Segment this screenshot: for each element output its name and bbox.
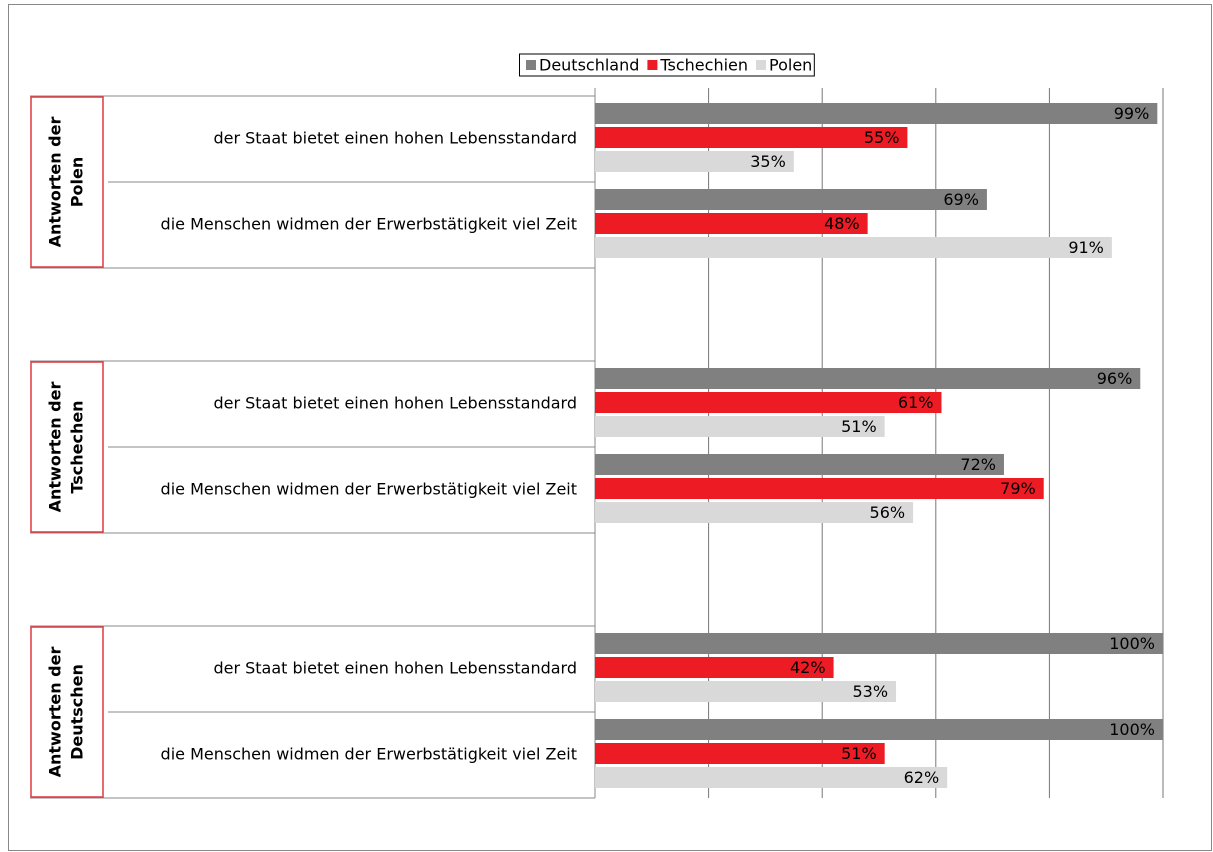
value-label: 51% bbox=[841, 417, 877, 436]
value-label: 72% bbox=[960, 455, 996, 474]
bar bbox=[595, 454, 1004, 475]
bar bbox=[595, 719, 1163, 740]
value-label: 99% bbox=[1114, 104, 1150, 123]
legend: Deutschland Tschechien Polen bbox=[519, 53, 815, 77]
group-label: Deutschen bbox=[68, 664, 87, 760]
bar bbox=[595, 237, 1112, 258]
value-label: 51% bbox=[841, 744, 877, 763]
group-label-box bbox=[30, 361, 104, 533]
bar bbox=[595, 633, 1163, 654]
bar bbox=[595, 103, 1158, 124]
category-label: die Menschen widmen der Erwerbstätigkeit… bbox=[161, 480, 577, 499]
group-label: Polen bbox=[68, 157, 87, 207]
bar bbox=[595, 681, 897, 702]
legend-swatch bbox=[647, 60, 658, 70]
bar bbox=[595, 189, 987, 210]
legend-swatch bbox=[756, 60, 767, 70]
category-label: die Menschen widmen der Erwerbstätigkeit… bbox=[161, 745, 577, 764]
category-label: der Staat bietet einen hohen Lebensstand… bbox=[213, 129, 577, 148]
value-label: 53% bbox=[852, 682, 888, 701]
bar bbox=[595, 213, 868, 234]
group-label: Antworten der bbox=[46, 117, 65, 248]
value-label: 100% bbox=[1109, 634, 1155, 653]
category-label: der Staat bietet einen hohen Lebensstand… bbox=[213, 659, 577, 678]
bar bbox=[595, 151, 794, 172]
group-label: Tschechen bbox=[68, 400, 87, 493]
bar bbox=[595, 657, 834, 678]
value-label: 35% bbox=[750, 152, 786, 171]
bar bbox=[595, 502, 914, 523]
value-label: 62% bbox=[904, 768, 940, 787]
bar bbox=[595, 368, 1141, 389]
group-label-box bbox=[30, 626, 104, 798]
legend-label: Deutschland bbox=[539, 56, 639, 75]
legend-label: Polen bbox=[769, 56, 812, 75]
category-label: die Menschen widmen der Erwerbstätigkeit… bbox=[161, 215, 577, 234]
bar bbox=[595, 416, 885, 437]
value-label: 69% bbox=[943, 190, 979, 209]
value-label: 55% bbox=[864, 128, 900, 147]
value-label: 61% bbox=[898, 393, 934, 412]
group-label: Antworten der bbox=[46, 382, 65, 513]
group-label-box bbox=[30, 96, 104, 268]
value-label: 48% bbox=[824, 214, 860, 233]
category-label: der Staat bietet einen hohen Lebensstand… bbox=[213, 394, 577, 413]
value-label: 42% bbox=[790, 658, 826, 677]
bar bbox=[595, 478, 1044, 499]
group-label: Antworten der bbox=[46, 647, 65, 778]
legend-label: Tschechien bbox=[659, 56, 748, 75]
bar bbox=[595, 127, 908, 148]
legend-swatch bbox=[526, 60, 536, 70]
bar bbox=[595, 392, 942, 413]
value-label: 91% bbox=[1068, 238, 1104, 257]
bar bbox=[595, 743, 885, 764]
value-label: 100% bbox=[1109, 720, 1155, 739]
value-label: 79% bbox=[1000, 479, 1036, 498]
value-label: 96% bbox=[1097, 369, 1133, 388]
legend-box bbox=[519, 53, 815, 77]
bar bbox=[595, 767, 948, 788]
value-label: 56% bbox=[870, 503, 906, 522]
